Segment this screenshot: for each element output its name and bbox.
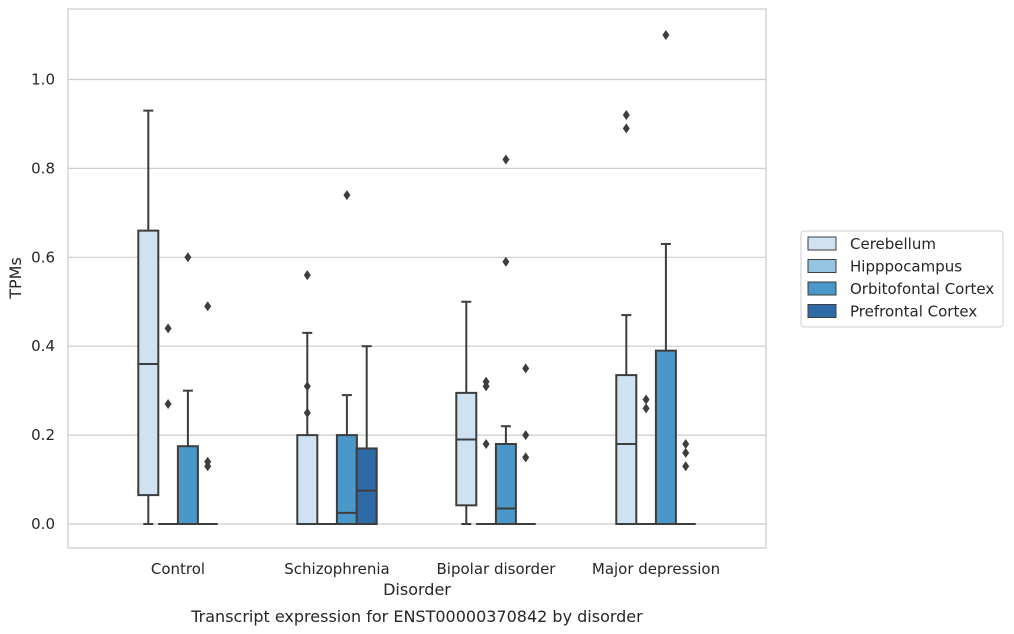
box — [137, 109, 160, 525]
box-series — [137, 30, 696, 526]
outlier-point — [303, 381, 311, 392]
legend-swatch — [807, 236, 837, 251]
box-body — [335, 434, 358, 526]
outlier-point — [343, 190, 351, 201]
outlier-point — [502, 256, 510, 267]
box — [636, 394, 657, 525]
box — [176, 252, 199, 525]
legend-label: Hipppocampus — [850, 258, 962, 276]
outlier-point — [303, 270, 311, 281]
legend-frame — [800, 230, 1004, 328]
series-prefrontal-cortex — [197, 301, 696, 525]
y-tick-label: 0.0 — [31, 515, 55, 533]
outlier-point — [204, 461, 212, 472]
y-tick-label: 0.2 — [31, 426, 55, 444]
outlier-point — [682, 438, 690, 449]
box-body — [654, 349, 677, 525]
outlier-point — [502, 154, 510, 165]
box — [615, 110, 638, 525]
x-tick-label: Schizophrenia — [284, 560, 389, 578]
box-body — [494, 442, 517, 525]
outlier-point — [482, 381, 490, 392]
outlier-point — [682, 461, 690, 472]
box — [494, 154, 517, 525]
box — [355, 345, 378, 525]
outlier-point — [622, 123, 630, 134]
plot-frame — [67, 8, 767, 549]
y-tick-label: 1.0 — [31, 71, 55, 89]
x-tick-label: Major depression — [592, 560, 720, 578]
legend-label: Cerebellum — [850, 235, 936, 253]
box — [197, 301, 218, 525]
y-tick-label: 0.4 — [31, 337, 55, 355]
outlier-point — [522, 452, 530, 463]
legend-swatch — [807, 304, 837, 318]
outlier-point — [482, 438, 490, 449]
series-cerebellum — [137, 109, 638, 526]
outlier-point — [164, 323, 172, 334]
legend-label: Prefrontal Cortex — [850, 303, 977, 321]
x-tick-label: Control — [151, 560, 205, 578]
outlier-point — [522, 430, 530, 441]
outlier-point — [184, 252, 192, 263]
chart-caption: Transcript expression for ENST0000037084… — [190, 607, 643, 626]
x-axis-label: Disorder — [383, 580, 451, 599]
legend-swatch — [807, 259, 837, 273]
legend-swatch — [807, 281, 837, 296]
outlier-point — [204, 301, 212, 312]
series-hipppocampus — [158, 323, 657, 525]
box — [158, 323, 179, 525]
series-orbitofontal-cortex — [176, 30, 677, 526]
outlier-point — [682, 447, 690, 458]
outlier-point — [164, 398, 172, 409]
box-body — [296, 434, 319, 526]
x-axis-ticks: Control Schizophrenia Bipolar disorder Majo… — [151, 560, 720, 578]
box-body — [176, 445, 199, 525]
box — [455, 300, 478, 525]
box — [654, 30, 677, 525]
y-axis-label: TPMs — [6, 257, 25, 300]
box-body — [355, 447, 378, 525]
box-body — [455, 391, 478, 507]
x-tick-label: Bipolar disorder — [437, 560, 557, 578]
legend-label: Orbitofontal Cortex — [850, 280, 994, 298]
box — [515, 363, 536, 525]
outlier-point — [642, 403, 650, 414]
box-body — [615, 374, 638, 525]
outlier-point — [642, 394, 650, 405]
box — [675, 438, 696, 525]
outlier-point — [662, 30, 670, 41]
outlier-point — [522, 363, 530, 374]
y-tick-label: 0.8 — [31, 159, 55, 177]
box — [296, 270, 319, 526]
outlier-point — [622, 110, 630, 121]
box — [476, 376, 497, 525]
box — [335, 190, 358, 526]
box-body — [137, 229, 160, 497]
y-tick-label: 0.6 — [31, 248, 55, 266]
outlier-point — [303, 407, 311, 418]
y-axis-ticks: 0.0 0.2 0.4 0.6 0.8 1.0 — [31, 71, 55, 534]
legend: Cerebellum Hipppocampus Orbitofontal Corte… — [800, 230, 1004, 328]
